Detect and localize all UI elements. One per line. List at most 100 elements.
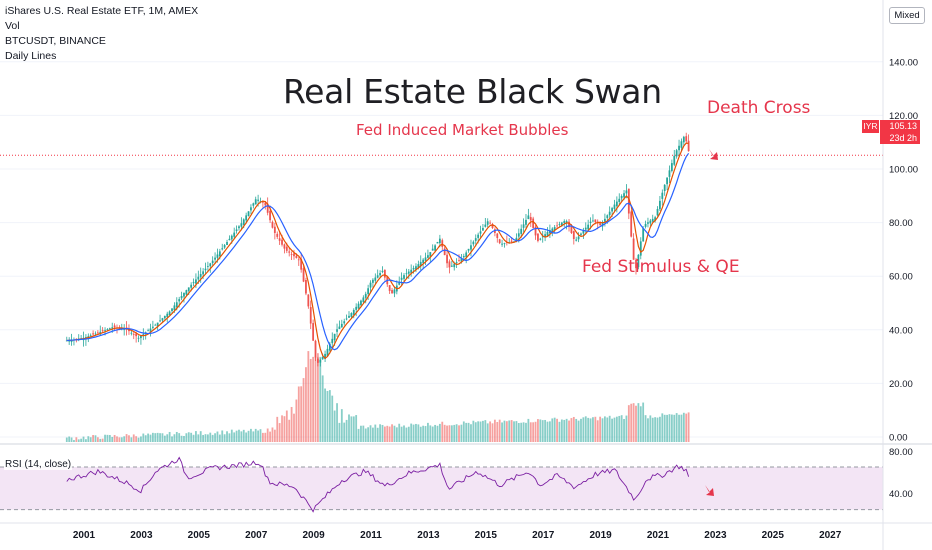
volume-bar <box>77 439 80 442</box>
candle-body <box>297 259 300 261</box>
candle-body <box>383 269 386 278</box>
candle-body <box>587 224 590 230</box>
candle-body <box>656 209 659 216</box>
volume-bar <box>637 403 640 442</box>
candle-body <box>96 332 99 334</box>
volume-bar <box>522 422 525 442</box>
volume-bar <box>264 432 267 442</box>
volume-bar <box>226 431 228 442</box>
volume-bar <box>436 425 439 442</box>
volume-bar <box>441 421 444 442</box>
candle-body <box>357 303 360 309</box>
candle-body <box>360 300 362 306</box>
legend-daily-lines[interactable]: Daily Lines <box>5 50 57 62</box>
candle-body <box>613 204 616 209</box>
time-tick-label: 2015 <box>475 530 498 541</box>
volume-bar <box>108 434 111 442</box>
volume-bar <box>455 424 458 442</box>
candle-body <box>630 211 633 237</box>
last-price-tag: 105.13 <box>880 120 920 132</box>
volume-bar <box>128 435 130 442</box>
candle-body <box>670 163 673 171</box>
volume-bar <box>556 418 558 442</box>
volume-bar <box>101 438 104 442</box>
candle-body <box>441 240 444 247</box>
volume-bar <box>599 416 602 442</box>
candle-body <box>202 271 205 275</box>
candle-body <box>446 254 448 264</box>
candle-body <box>65 340 68 342</box>
volume-bar <box>302 378 305 442</box>
volume-bar <box>336 403 338 442</box>
candle-body <box>534 226 537 236</box>
volume-bar <box>199 431 202 442</box>
candle-body <box>140 335 142 339</box>
volume-bar <box>367 427 370 442</box>
volume-bar <box>537 419 539 442</box>
candle-body <box>472 241 475 245</box>
volume-bar <box>135 436 138 442</box>
candle-body <box>453 263 456 268</box>
candle-body <box>352 309 355 315</box>
candle-body <box>192 282 195 284</box>
candle-body <box>266 203 269 213</box>
volume-bar <box>254 428 257 442</box>
candle-body <box>632 238 635 260</box>
volume-bar <box>647 418 649 442</box>
volume-bar <box>575 418 578 442</box>
candle-body <box>233 232 236 237</box>
candle-body <box>568 221 570 228</box>
volume-bar <box>498 419 501 442</box>
time-tick-label: 2011 <box>360 530 382 541</box>
candle-body <box>520 228 523 234</box>
volume-bar <box>534 421 537 442</box>
legend-symbol[interactable]: iShares U.S. Real Estate ETF, 1M, AMEX <box>5 5 199 17</box>
candle-body <box>180 296 183 299</box>
volume-bar <box>144 435 147 442</box>
volume-bar <box>118 437 121 442</box>
volume-bar <box>352 416 355 442</box>
volume-bar <box>278 423 281 442</box>
volume-bar <box>204 434 207 442</box>
candle-body <box>381 270 384 272</box>
volume-bar <box>65 437 68 442</box>
scale-mode-button[interactable]: Mixed <box>889 7 925 24</box>
candle-body <box>663 184 666 192</box>
volume-bar <box>572 416 575 442</box>
candle-body <box>431 248 434 251</box>
candle-body <box>563 221 566 224</box>
volume-bar <box>230 429 233 442</box>
candle-body <box>429 252 432 257</box>
candle-body <box>118 328 121 329</box>
price-candles <box>65 132 690 367</box>
volume-bar <box>551 418 554 442</box>
legend-btcusdt[interactable]: BTCUSDT, BINANCE <box>5 35 106 47</box>
volume-bar <box>223 434 226 442</box>
volume-bar <box>156 432 159 442</box>
volume-bar <box>596 420 599 442</box>
volume-bar <box>670 414 673 442</box>
volume-bar <box>68 436 71 442</box>
rsi-label[interactable]: RSI (14, close) <box>4 459 73 470</box>
volume-bar <box>448 425 451 442</box>
volume-bar <box>333 410 336 442</box>
candle-body <box>376 275 379 278</box>
candle-body <box>623 193 625 198</box>
volume-bar <box>273 429 276 442</box>
volume-bar <box>627 405 630 442</box>
volume-bar <box>467 422 470 442</box>
volume-bar <box>649 415 652 442</box>
annotation-fed-stimulus: Fed Stimulus & QE <box>582 257 740 277</box>
legend-volume[interactable]: Vol <box>5 20 20 32</box>
volume-bar <box>541 420 544 442</box>
volume-bar <box>130 437 133 442</box>
volume-bar <box>601 418 604 442</box>
candle-body <box>620 196 623 199</box>
candle-body <box>491 223 494 228</box>
candle-body <box>175 302 178 308</box>
volume-bar <box>429 425 432 442</box>
candle-body <box>455 262 458 263</box>
candle-body <box>592 220 594 222</box>
volume-bar <box>592 417 594 442</box>
